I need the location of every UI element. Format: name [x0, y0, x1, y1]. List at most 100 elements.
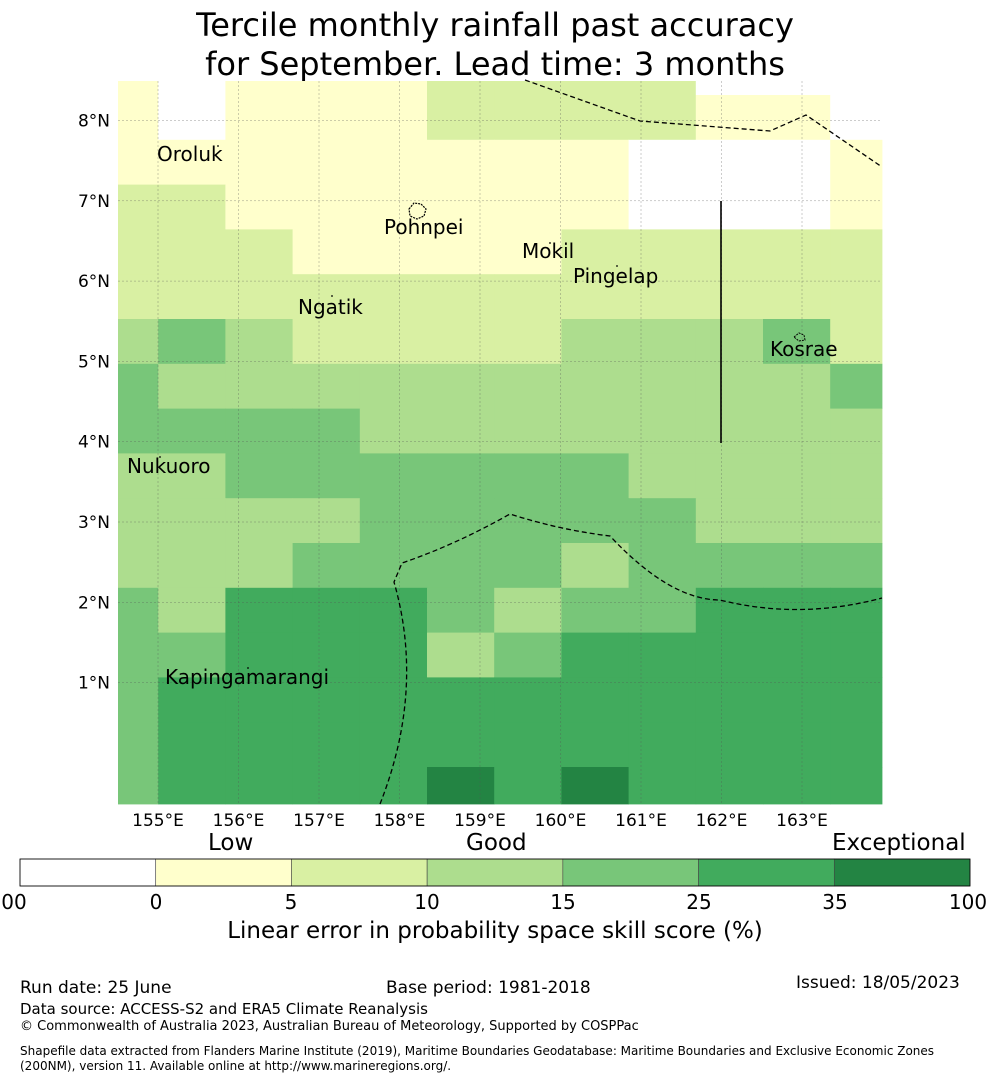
grid-cell — [158, 229, 226, 275]
colorbar-tick: 10 — [414, 890, 440, 914]
longitude-label: 158°E — [374, 811, 426, 831]
grid-cell — [292, 767, 361, 805]
grid-cell — [628, 408, 697, 454]
colorbar-swatch — [833, 858, 971, 887]
colorbar-label: Linear error in probability space skill … — [227, 918, 763, 944]
oroluk-island-dot — [217, 145, 219, 147]
axis-labels: 155°E 156°E 157°E 158°E 159°E 160°E 161°E 162°E… — [78, 112, 828, 832]
grid-cell — [695, 543, 764, 589]
grid-cell — [695, 498, 764, 544]
grid-cell — [628, 722, 697, 768]
grid-cell — [427, 453, 495, 499]
grid-cell — [494, 767, 562, 805]
grid-cell — [494, 95, 562, 141]
grid-cell — [225, 587, 293, 633]
colorbar-tick: 100 — [948, 890, 988, 914]
grid-cell — [561, 722, 629, 768]
place-label-oroluk: Oroluk — [157, 142, 223, 166]
grid-cell — [118, 543, 159, 589]
grid-cell — [359, 81, 428, 96]
grid-cell — [158, 139, 226, 185]
grid-cell — [830, 229, 883, 275]
grid-cell — [118, 722, 159, 768]
latitude-label: 8°N — [78, 112, 110, 132]
grid-cell — [427, 498, 495, 544]
grid-cell — [158, 95, 226, 141]
grid-cell — [158, 453, 226, 499]
grid-cell — [628, 319, 697, 365]
grid-cell — [118, 363, 159, 409]
grid-cell — [561, 587, 629, 633]
grid-cell — [830, 81, 883, 96]
grid-cell — [225, 139, 293, 185]
grid-cell — [763, 543, 831, 589]
grid-cell — [225, 229, 293, 275]
grid-cell — [292, 95, 361, 141]
colorbar-tick: 35 — [822, 890, 848, 914]
grid-cell — [628, 81, 697, 96]
place-label-pohnpei: Pohnpei — [384, 215, 464, 239]
map-title-line1: Tercile monthly rainfall past accuracy — [196, 6, 794, 44]
grid-cell — [118, 408, 159, 454]
grid-cell — [763, 408, 831, 454]
grid-cell — [830, 95, 883, 141]
grid-cell — [830, 453, 883, 499]
grid-cell — [359, 319, 428, 365]
grid-cell — [494, 184, 562, 230]
grid-cell — [695, 587, 764, 633]
grid-cell — [158, 722, 226, 768]
grid-cell — [695, 95, 764, 141]
grid-cell — [763, 587, 831, 633]
grid-cell — [427, 587, 495, 633]
eez-boundary-south — [379, 513, 883, 805]
grid-cell — [292, 722, 361, 768]
grid-cell — [158, 767, 226, 805]
grid-cell — [225, 95, 293, 141]
kosrae-island-outline — [793, 332, 806, 342]
grid-cell — [763, 722, 831, 768]
grid-cell — [359, 274, 428, 320]
grid-cell — [225, 274, 293, 320]
grid-cell — [494, 453, 562, 499]
grid-cell — [118, 95, 159, 141]
grid-cell — [118, 767, 159, 805]
colorbar — [19, 858, 971, 887]
grid-cell — [561, 677, 629, 723]
colorbar-swatch — [426, 858, 564, 887]
grid-cell — [561, 81, 629, 96]
grid-cell — [118, 587, 159, 633]
grid-cell — [118, 229, 159, 275]
grid-cell — [118, 274, 159, 320]
grid-cell — [225, 408, 293, 454]
grid-cell — [763, 95, 831, 141]
grid-cell — [628, 95, 697, 141]
grid-cell — [830, 543, 883, 589]
grid-cell — [292, 408, 361, 454]
grid-cell — [225, 81, 293, 96]
grid-cell — [427, 184, 495, 230]
grid-cell — [830, 722, 883, 768]
grid-cell — [628, 677, 697, 723]
grid-cell — [292, 587, 361, 633]
grid-cell — [158, 408, 226, 454]
grid-cell — [225, 677, 293, 723]
grid-cell — [427, 408, 495, 454]
grid-cell — [225, 363, 293, 409]
grid-cell — [561, 453, 629, 499]
skill-grid — [118, 81, 883, 805]
grid-cell — [561, 632, 629, 678]
latitude-label: 4°N — [78, 433, 110, 453]
grid-cell — [561, 139, 629, 185]
longitude-label: 163°E — [776, 811, 828, 831]
pohnpei-island-outline — [408, 202, 427, 220]
grid-cell — [158, 677, 226, 723]
grid-cell — [494, 319, 562, 365]
grid-cell — [158, 184, 226, 230]
latitude-label: 5°N — [78, 352, 110, 372]
grid-cell — [695, 408, 764, 454]
base-period: Base period: 1981-2018 — [386, 978, 591, 998]
grid-cell — [158, 319, 226, 365]
latitude-label: 3°N — [78, 513, 110, 533]
grid-cell — [225, 184, 293, 230]
grid-cell — [292, 632, 361, 678]
